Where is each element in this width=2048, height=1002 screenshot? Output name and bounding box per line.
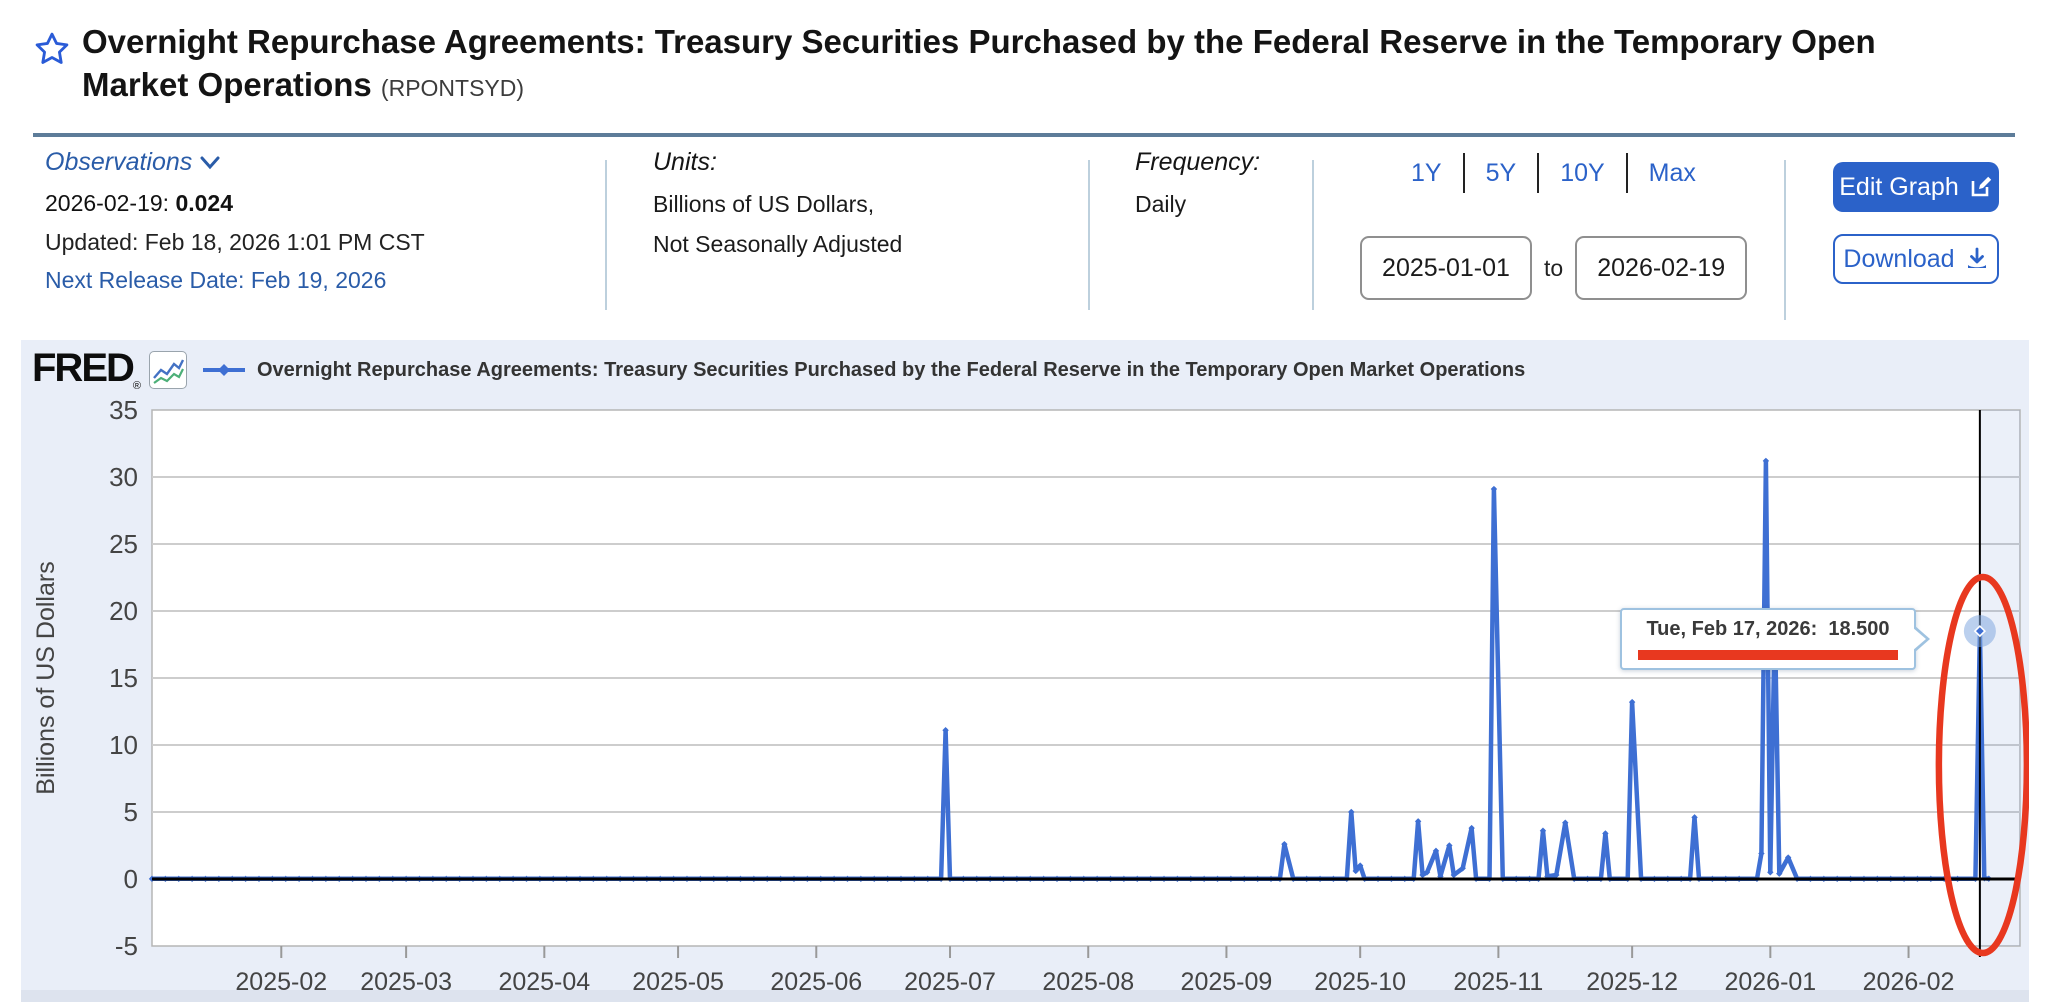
chevron-down-icon [200,156,220,169]
range-slider-edge[interactable] [21,990,2029,1002]
latest-observation: 2026-02-19: 0.024 [45,190,233,216]
units-label: Units: [653,148,717,176]
highlight-dot [1973,624,1987,638]
date-range-to-label: to [1544,254,1564,281]
data-point-marker [1691,814,1698,821]
y-tick-label: 0 [124,864,138,894]
tooltip-value: 18.500 [1828,618,1890,640]
data-point-marker [1776,870,1783,877]
data-point-marker [1432,847,1440,855]
series-id: (RPONTSYD) [380,75,525,101]
y-tick-label: -5 [115,931,138,961]
range-max[interactable]: Max [1648,158,1696,187]
fred-logo[interactable]: FRED® [32,346,141,392]
title-divider [33,133,2015,137]
data-point-marker [1419,871,1426,879]
datapoint-tooltip: Tue, Feb 17, 2026: 18.500 [1620,608,1930,670]
favorite-star-icon[interactable] [33,30,71,68]
future-shade [1979,410,2020,946]
start-date-input[interactable]: 2025-01-01 [1360,236,1532,300]
data-point-marker [942,727,949,734]
data-point-marker [1446,842,1453,849]
y-tick-label: 30 [109,462,138,492]
header-divider-2 [1088,160,1090,310]
data-point-marker [1784,854,1792,861]
preset-separator [1462,153,1465,193]
y-tick-label: 35 [109,395,138,425]
observations-dropdown[interactable]: Observations [45,148,425,177]
data-point-marker [1414,818,1422,825]
data-point-marker [1553,871,1560,879]
legend-line-marker [203,364,245,376]
data-point-marker [1450,871,1458,879]
frequency-label: Frequency: [1135,148,1261,176]
end-date-input[interactable]: 2026-02-19 [1575,236,1748,300]
range-10y[interactable]: 10Y [1560,158,1605,187]
fred-chart-logo-icon [149,351,187,389]
data-point-marker [1628,698,1636,706]
updated-timestamp: Updated: Feb 18, 2026 1:01 PM CST [45,229,425,255]
next-release-link[interactable]: Next Release Date: Feb 19, 2026 [45,267,387,293]
data-point-marker [1352,867,1359,875]
preset-separator [1625,153,1628,193]
y-tick-label: 10 [109,730,138,760]
y-tick-label: 15 [109,663,138,693]
y-tick-label: 5 [124,797,138,827]
data-point-marker [1490,485,1498,493]
data-point-marker [1562,819,1569,826]
page-title: Overnight Repurchase Agreements: Treasur… [82,23,1876,103]
tooltip-date: Tue, Feb 17, 2026: [1646,618,1818,640]
y-tick-label: 25 [109,529,138,559]
header-divider-1 [605,160,607,310]
download-button[interactable]: Download [1833,234,1999,284]
data-point-marker [1348,808,1355,816]
data-point-marker [1423,869,1431,876]
frequency-value: Daily [1135,191,1187,217]
range-5y[interactable]: 5Y [1485,158,1517,187]
header-divider-3 [1312,160,1314,310]
red-ellipse-annotation [1935,573,2029,957]
data-point-marker [1767,869,1774,876]
y-tick-label: 20 [109,596,138,626]
units-line2: Not Seasonally Adjusted [653,231,903,257]
download-icon [1967,247,1986,268]
preset-separator [1537,153,1540,193]
data-point-marker [1539,827,1547,834]
range-1y[interactable]: 1Y [1411,158,1442,187]
units-line1: Billions of US Dollars, [653,191,875,217]
chart-panel: FRED® Overnight Repurchase Agreements: T… [21,340,2029,1002]
data-point-marker [1758,850,1765,857]
data-point-marker [1356,862,1364,869]
tooltip-red-underline [1638,650,1898,660]
data-point-marker [1762,457,1770,465]
header-divider-4 [1784,160,1786,320]
data-point-marker [1459,865,1466,872]
legend-series-title: Overnight Repurchase Agreements: Treasur… [257,358,1526,381]
edit-graph-button[interactable]: Edit Graph [1833,162,1999,212]
data-point-marker [1437,873,1444,880]
edit-pencil-icon [1971,176,1991,197]
data-point-marker [1544,873,1551,880]
